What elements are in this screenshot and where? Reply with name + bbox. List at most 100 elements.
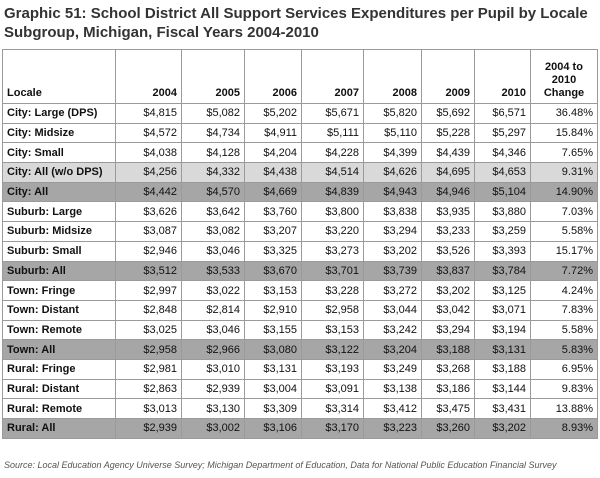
- value-cell: $4,695: [421, 162, 475, 183]
- value-cell: $4,438: [244, 162, 302, 183]
- value-cell: $3,130: [181, 398, 245, 419]
- value-cell: $2,848: [115, 299, 182, 321]
- value-cell: 4.24%: [530, 280, 598, 301]
- table-row: Rural: All $2,939 $3,002 $3,106 $3,170 $3,223…: [2, 418, 598, 439]
- value-cell: $5,110: [363, 122, 422, 144]
- value-cell: $3,002: [181, 418, 245, 439]
- locale-cell: Town: All: [2, 339, 116, 360]
- value-cell: $3,642: [181, 201, 245, 223]
- value-cell: $5,082: [181, 103, 245, 124]
- locale-cell: Town: Remote: [2, 319, 116, 341]
- value-cell: 15.84%: [530, 122, 598, 144]
- table-row: City: All (w/o DPS) $4,256 $4,332 $4,438 $4,…: [2, 162, 598, 183]
- table-row: City: Midsize $4,572 $4,734 $4,911 $5,111 $5,…: [2, 122, 598, 144]
- value-cell: $2,910: [244, 299, 302, 321]
- value-cell: $2,939: [115, 418, 182, 439]
- value-cell: $3,186: [421, 378, 475, 400]
- table-row: Suburb: Small $2,946 $3,046 $3,325 $3,273 $3,…: [2, 240, 598, 262]
- locale-cell: Suburb: Large: [2, 201, 116, 223]
- value-cell: $3,260: [421, 418, 475, 439]
- value-cell: $3,223: [363, 418, 422, 439]
- value-cell: $4,128: [181, 142, 245, 164]
- value-cell: $3,153: [301, 319, 364, 341]
- value-cell: $3,044: [363, 299, 422, 321]
- value-cell: $3,193: [301, 358, 364, 380]
- locale-cell: Rural: Fringe: [2, 358, 116, 380]
- value-cell: $3,025: [115, 319, 182, 341]
- value-cell: $3,249: [363, 358, 422, 380]
- value-cell: $3,188: [474, 358, 531, 380]
- table-row: City: Large (DPS) $4,815 $5,082 $5,202 $5,67…: [2, 103, 598, 124]
- value-cell: $3,259: [474, 221, 531, 242]
- value-cell: 7.72%: [530, 260, 598, 282]
- value-cell: 5.58%: [530, 221, 598, 242]
- column-header: 2007: [301, 49, 364, 104]
- value-cell: $3,144: [474, 378, 531, 400]
- column-header: 2010: [474, 49, 531, 104]
- value-cell: $3,294: [421, 319, 475, 341]
- value-cell: $3,122: [301, 339, 364, 360]
- value-cell: $3,268: [421, 358, 475, 380]
- table-row: Suburb: All $3,512 $3,533 $3,670 $3,701 $3,73…: [2, 260, 598, 282]
- column-header: 2005: [181, 49, 245, 104]
- table-row: Town: All $2,958 $2,966 $3,080 $3,122 $3,204 $…: [2, 339, 598, 360]
- value-cell: $4,439: [421, 142, 475, 164]
- value-cell: 7.65%: [530, 142, 598, 164]
- locale-cell: Town: Fringe: [2, 280, 116, 301]
- value-cell: $5,671: [301, 103, 364, 124]
- value-cell: $3,013: [115, 398, 182, 419]
- table-row: Rural: Remote $3,013 $3,130 $3,309 $3,314 $3,…: [2, 398, 598, 419]
- value-cell: $4,734: [181, 122, 245, 144]
- value-cell: $3,087: [115, 221, 182, 242]
- value-cell: $3,739: [363, 260, 422, 282]
- value-cell: $5,297: [474, 122, 531, 144]
- locale-cell: Rural: All: [2, 418, 116, 439]
- value-cell: $3,784: [474, 260, 531, 282]
- source-note: Source: Local Education Agency Universe …: [4, 460, 557, 470]
- value-cell: 13.88%: [530, 398, 598, 419]
- locale-cell: City: Large (DPS): [2, 103, 116, 124]
- value-cell: $4,204: [244, 142, 302, 164]
- value-cell: $4,332: [181, 162, 245, 183]
- value-cell: $3,309: [244, 398, 302, 419]
- value-cell: $3,071: [474, 299, 531, 321]
- value-cell: 5.58%: [530, 319, 598, 341]
- value-cell: $3,080: [244, 339, 302, 360]
- value-cell: $4,346: [474, 142, 531, 164]
- value-cell: $4,399: [363, 142, 422, 164]
- locale-cell: City: Midsize: [2, 122, 116, 144]
- value-cell: $5,111: [301, 122, 364, 144]
- value-cell: $3,526: [421, 240, 475, 262]
- value-cell: $4,911: [244, 122, 302, 144]
- value-cell: $3,202: [474, 418, 531, 439]
- header-row: Locale 2004 2005 2006 2007 2008 2009 2010 2004 t…: [2, 49, 598, 104]
- value-cell: $4,570: [181, 181, 245, 203]
- value-cell: $2,946: [115, 240, 182, 262]
- value-cell: 36.48%: [530, 103, 598, 124]
- value-cell: $3,393: [474, 240, 531, 262]
- value-cell: $2,997: [115, 280, 182, 301]
- value-cell: $3,294: [363, 221, 422, 242]
- table-row: City: All $4,442 $4,570 $4,669 $4,839 $4,943 $…: [2, 181, 598, 203]
- value-cell: $3,935: [421, 201, 475, 223]
- value-cell: $2,863: [115, 378, 182, 400]
- value-cell: $3,046: [181, 240, 245, 262]
- value-cell: $6,571: [474, 103, 531, 124]
- value-cell: $3,220: [301, 221, 364, 242]
- locale-cell: Rural: Distant: [2, 378, 116, 400]
- value-cell: $3,837: [421, 260, 475, 282]
- value-cell: $3,082: [181, 221, 245, 242]
- value-cell: $3,475: [421, 398, 475, 419]
- column-header: 2006: [244, 49, 302, 104]
- locale-cell: Town: Distant: [2, 299, 116, 321]
- value-cell: $2,981: [115, 358, 182, 380]
- locale-cell: Rural: Remote: [2, 398, 116, 419]
- value-cell: $2,966: [181, 339, 245, 360]
- value-cell: $3,010: [181, 358, 245, 380]
- value-cell: $3,533: [181, 260, 245, 282]
- table-row: Town: Remote $3,025 $3,046 $3,155 $3,153 $3,2…: [2, 319, 598, 341]
- table-body: City: Large (DPS) $4,815 $5,082 $5,202 $5,67…: [2, 103, 598, 439]
- column-header: Locale: [2, 49, 116, 104]
- value-cell: $3,042: [421, 299, 475, 321]
- value-cell: $4,839: [301, 181, 364, 203]
